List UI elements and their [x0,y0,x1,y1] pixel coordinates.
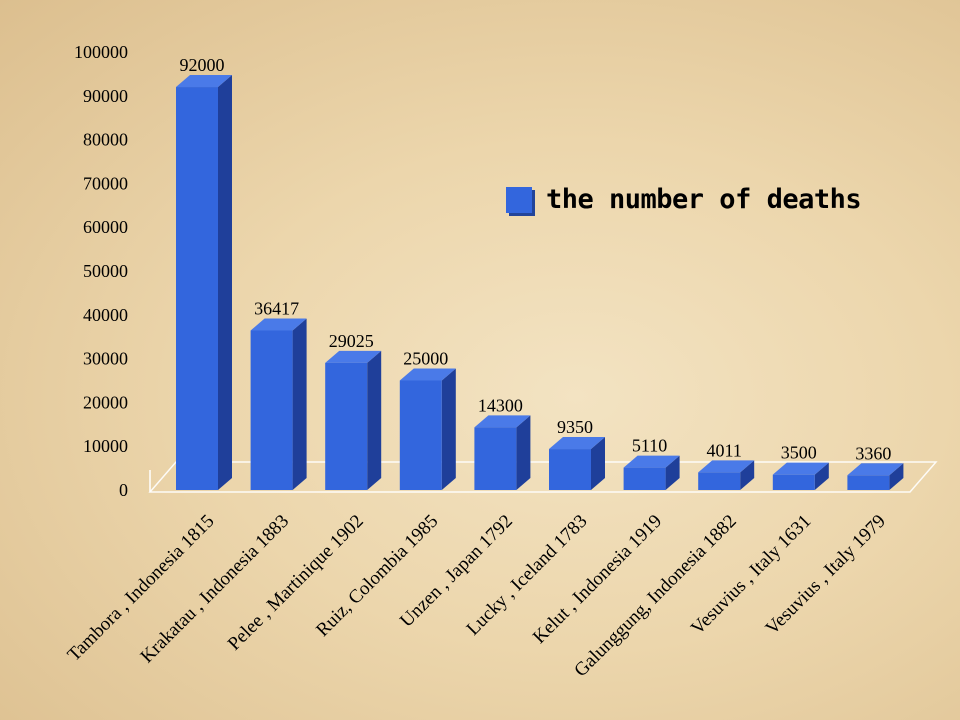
y-tick-label: 20000 [83,392,128,412]
bar-side [292,318,307,490]
bar-top [325,350,382,363]
bar-top [399,368,456,381]
bar-top [623,455,680,468]
bar: 92000 [176,55,232,490]
bar: 14300 [474,395,531,490]
y-tick-label: 50000 [83,261,128,281]
bar: 4011 [698,440,755,490]
y-tick-label: 60000 [83,217,128,237]
bar: 36417 [250,298,307,490]
bar: 25000 [399,349,456,490]
bar: 3500 [772,443,829,490]
legend-label: the number of deaths [546,184,862,215]
bar-top [698,460,755,473]
y-tick-label: 0 [119,480,128,500]
bar-top [772,462,829,475]
x-tick-label: Pelee , Martinique 1902 [224,511,368,655]
bar-front [176,87,218,490]
bar-front [399,380,442,490]
y-axis: 0 10000 20000 30000 40000 50000 60000 70000 8000… [74,42,128,500]
data-label: 14300 [478,395,523,415]
bar-top [549,437,605,450]
bar-side [814,462,829,490]
bar-top [176,75,232,88]
x-tick-label: Kelut , Indonesia 1919 [529,511,666,648]
legend: the number of deaths [506,184,862,215]
bar: 9350 [549,417,605,490]
y-tick-label: 30000 [83,349,128,369]
bar-side [516,415,531,490]
bar: 29025 [325,331,382,490]
bar-front [772,474,815,490]
bar-side [441,368,456,490]
bar-top [847,463,904,476]
bar-front [549,449,591,490]
bar-front [474,427,517,490]
data-label: 29025 [329,331,374,351]
bars: 92000 36417 29025 25000 14300 9350 5110 4011 350… [176,55,904,490]
bar-front [250,330,293,490]
x-tick-label: Ruiz, Colombia 1985 [312,511,442,641]
bar-side [367,350,382,490]
legend-swatch [506,186,532,213]
floor-plane [148,461,938,493]
bar-side [665,455,680,490]
data-label: 9350 [557,417,593,437]
bar-side [591,437,605,490]
bar: 3360 [847,443,904,490]
y-tick-label: 80000 [83,130,128,150]
data-label: 36417 [254,298,299,318]
bar-side [218,75,232,490]
bar-top [474,415,531,428]
data-label: 92000 [180,55,225,75]
bar-front [847,475,890,490]
data-label: 4011 [707,440,742,460]
x-tick-label: Tambora , Indonesia 1815 [64,511,219,666]
bar-front [698,472,741,490]
y-tick-label: 40000 [83,305,128,325]
bar-front [325,362,368,490]
data-label: 3360 [855,443,891,463]
data-label: 25000 [403,349,448,369]
bar-side [889,463,904,490]
x-tick-label: Krakatau , Indonesia 1883 [137,511,294,668]
bar-front [623,467,666,490]
chart-floor [148,461,938,493]
y-tick-label: 100000 [74,42,128,62]
bar-side [740,460,755,490]
bar-top [250,318,307,331]
data-label: 5110 [632,436,667,456]
y-tick-label: 10000 [83,436,128,456]
data-label: 3500 [781,443,817,463]
y-tick-label: 90000 [83,86,128,106]
bar: 5110 [623,436,680,490]
y-tick-label: 70000 [83,173,128,193]
